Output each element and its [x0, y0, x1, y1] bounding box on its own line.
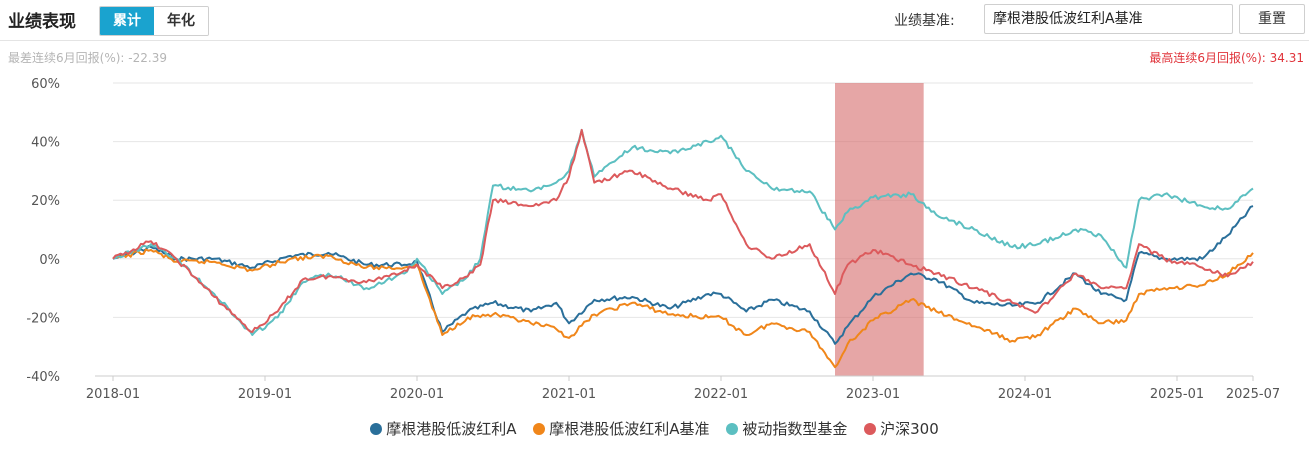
x-tick-label: 2022-01: [694, 387, 748, 402]
x-tick-label: 2024-01: [998, 387, 1052, 402]
benchmark-label: 业绩基准:: [894, 13, 955, 29]
legend-dot-csi300: [864, 423, 877, 435]
legend-item-benchmark[interactable]: 摩根港股低波红利A基准: [533, 418, 710, 439]
x-tick-label: 2018-01: [86, 387, 140, 402]
highlight-layer: [835, 83, 924, 376]
worst-6m-label: 最差连续6月回报(%):: [8, 51, 125, 65]
series-layer: [112, 128, 1254, 369]
x-tick-label: 2019-01: [238, 387, 292, 402]
x-tick-label: 2025-01: [1150, 387, 1204, 402]
x-tick-label: 2021-01: [542, 387, 596, 402]
best-6m-label: 最高连续6月回报(%):: [1149, 51, 1266, 65]
legend-label-passive: 被动指数型基金: [742, 420, 848, 438]
highlight-band: [835, 83, 924, 376]
tab-cumulative[interactable]: 累计: [100, 7, 154, 35]
mode-toggle: 累计 年化: [99, 6, 209, 36]
series-line-4: [112, 128, 1254, 333]
best-6m-return: 最高连续6月回报(%): 34.31: [1149, 49, 1304, 66]
best-6m-value: 34.31: [1269, 51, 1304, 65]
benchmark-input[interactable]: 摩根港股低波红利A基准: [984, 4, 1233, 34]
section-title: 业绩表现: [8, 12, 76, 32]
series-line-2: [112, 248, 1254, 369]
legend-item-passive[interactable]: 被动指数型基金: [726, 418, 847, 439]
axis-layer: 60% 40% 20% 0% -20% -40% 2018-01 2019-01 2020-01…: [26, 77, 1280, 402]
y-tick-label: -20%: [26, 311, 60, 326]
legend-item-fund[interactable]: 摩根港股低波红利A: [370, 418, 517, 439]
y-tick-label: 0%: [39, 253, 60, 268]
legend-dot-fund: [370, 423, 383, 435]
legend-label-csi300: 沪深300: [880, 420, 939, 438]
x-tick-label: 2020-01: [390, 387, 444, 402]
y-tick-label: 60%: [31, 77, 60, 92]
legend-label-fund: 摩根港股低波红利A: [386, 420, 517, 438]
worst-6m-value: -22.39: [128, 51, 167, 65]
x-tick-label: 2023-01: [846, 387, 900, 402]
legend-dot-passive: [726, 423, 739, 435]
legend-label-benchmark: 摩根港股低波红利A基准: [549, 420, 710, 438]
legend-item-csi300[interactable]: 沪深300: [864, 418, 939, 439]
y-tick-label: -40%: [26, 370, 60, 385]
series-line-3: [112, 128, 1254, 336]
tab-annualized[interactable]: 年化: [154, 7, 208, 35]
reset-button[interactable]: 重置: [1239, 4, 1305, 34]
worst-6m-return: 最差连续6月回报(%): -22.39: [8, 49, 167, 66]
x-tick-label: 2025-07: [1226, 387, 1280, 402]
legend-dot-benchmark: [533, 423, 546, 435]
header-bar: 业绩表现 累计 年化 业绩基准: 摩根港股低波红利A基准 重置: [0, 0, 1309, 41]
y-tick-label: 20%: [31, 194, 60, 209]
y-tick-label: 40%: [31, 136, 60, 151]
series-line-1: [112, 205, 1254, 345]
chart-legend: 摩根港股低波红利A 摩根港股低波红利A基准 被动指数型基金 沪深300: [0, 418, 1309, 439]
